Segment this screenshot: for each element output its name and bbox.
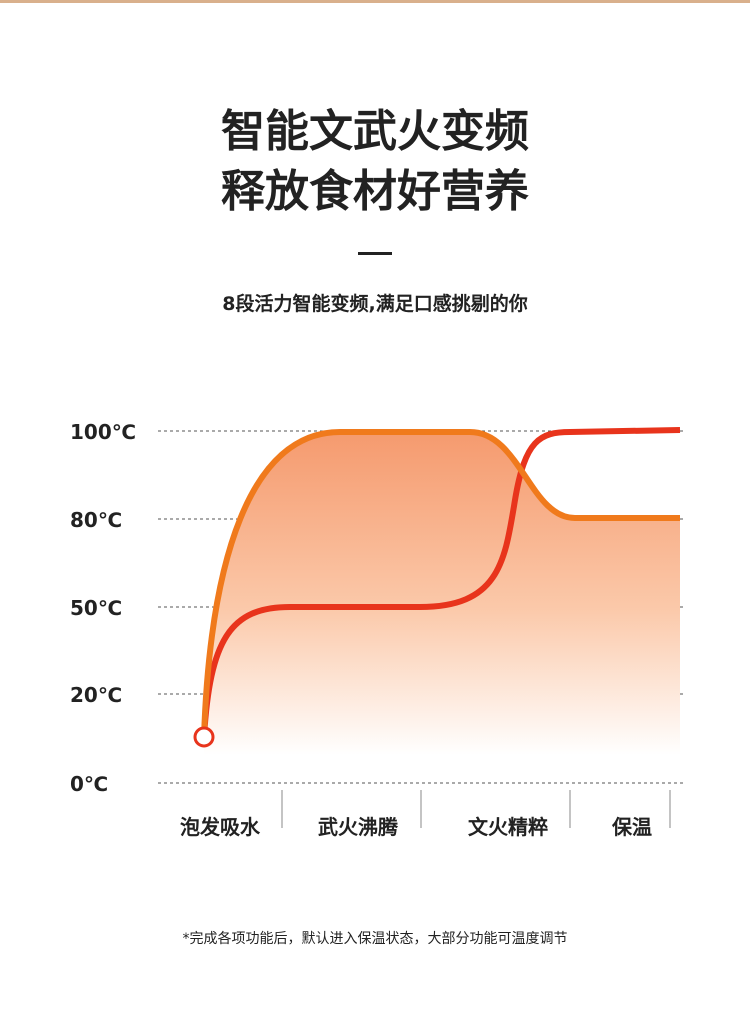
top-bar	[0, 0, 750, 3]
footnote: *完成各项功能后，默认进入保温状态，大部分功能可温度调节	[183, 931, 568, 947]
divider	[358, 252, 392, 255]
title-line: 智能文武火变频	[221, 106, 529, 157]
stage-label: 武火沸腾	[318, 815, 399, 839]
stage-label: 保温	[611, 815, 652, 839]
start-point	[193, 726, 215, 748]
temperature-label: 50℃	[70, 596, 122, 620]
temperature-label: 20℃	[70, 683, 122, 707]
area-fill	[204, 432, 680, 755]
stage-label: 泡发吸水	[180, 815, 261, 839]
temperature-label: 0℃	[70, 772, 108, 796]
stage-separators	[281, 790, 671, 828]
subtitle: 8段活力智能变频,满足口感挑剔的你	[222, 292, 527, 315]
grid: 100℃ 80℃ 50℃ 20℃ 0℃	[70, 420, 686, 796]
stages: 泡发吸水 武火沸腾 文火精粹 保温	[180, 815, 652, 839]
red-curve	[201, 427, 681, 738]
orange-curve	[201, 429, 680, 738]
title-line: 释放食材好营养	[221, 166, 529, 217]
temperature-label: 100℃	[70, 420, 136, 444]
temperature-label: 80℃	[70, 508, 122, 532]
stage-label: 文火精粹	[468, 815, 548, 839]
